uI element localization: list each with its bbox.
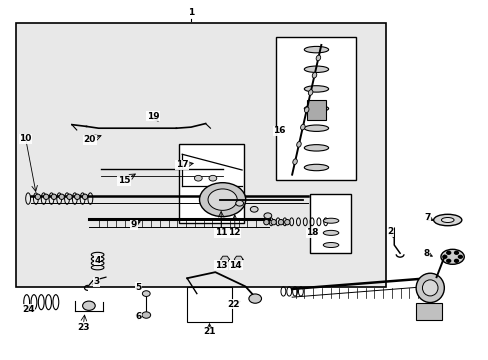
Ellipse shape — [292, 159, 297, 165]
Ellipse shape — [308, 90, 312, 95]
Text: 22: 22 — [227, 300, 240, 309]
Text: 24: 24 — [22, 305, 34, 314]
Text: 8: 8 — [422, 249, 428, 258]
Circle shape — [446, 251, 450, 254]
Text: 1: 1 — [187, 9, 194, 18]
Bar — [276, 37, 356, 180]
Circle shape — [250, 206, 258, 212]
Ellipse shape — [323, 230, 338, 235]
Circle shape — [248, 294, 261, 303]
Ellipse shape — [304, 66, 328, 72]
Ellipse shape — [82, 194, 87, 199]
Text: 13: 13 — [214, 261, 227, 270]
Ellipse shape — [304, 86, 328, 92]
Circle shape — [82, 301, 95, 310]
Ellipse shape — [304, 46, 328, 53]
Bar — [16, 23, 385, 287]
Text: 23: 23 — [77, 323, 89, 332]
Circle shape — [142, 291, 150, 296]
Ellipse shape — [300, 124, 305, 130]
Text: 11: 11 — [214, 228, 227, 237]
Ellipse shape — [440, 249, 463, 264]
Ellipse shape — [304, 145, 328, 151]
Text: 6: 6 — [135, 312, 142, 321]
Circle shape — [446, 260, 450, 262]
Ellipse shape — [67, 194, 72, 199]
Text: 17: 17 — [176, 161, 188, 170]
Bar — [306, 100, 325, 120]
Text: 12: 12 — [228, 228, 241, 237]
Ellipse shape — [441, 217, 453, 222]
Circle shape — [264, 213, 271, 219]
Text: 18: 18 — [305, 228, 318, 237]
Ellipse shape — [43, 194, 49, 199]
Text: 3: 3 — [93, 277, 100, 286]
Text: 5: 5 — [135, 283, 142, 292]
Circle shape — [454, 260, 458, 262]
Ellipse shape — [199, 183, 245, 217]
Text: 14: 14 — [229, 261, 242, 270]
Ellipse shape — [304, 125, 328, 131]
Circle shape — [458, 255, 461, 258]
Ellipse shape — [278, 220, 283, 225]
Ellipse shape — [270, 220, 276, 225]
Polygon shape — [234, 256, 243, 262]
Text: 10: 10 — [20, 134, 32, 143]
Ellipse shape — [263, 220, 268, 225]
Ellipse shape — [59, 194, 64, 199]
Ellipse shape — [304, 107, 308, 113]
Ellipse shape — [35, 194, 41, 199]
Circle shape — [142, 312, 150, 318]
Text: 7: 7 — [423, 213, 429, 222]
Text: 9: 9 — [131, 220, 137, 229]
Circle shape — [454, 251, 458, 254]
Ellipse shape — [316, 55, 320, 61]
Ellipse shape — [74, 194, 80, 199]
Bar — [415, 303, 442, 320]
Circle shape — [208, 175, 216, 181]
Polygon shape — [220, 256, 229, 262]
Text: 16: 16 — [273, 126, 285, 135]
Text: 20: 20 — [83, 135, 96, 144]
Text: 4: 4 — [94, 256, 101, 265]
Ellipse shape — [415, 273, 444, 302]
Text: 19: 19 — [146, 112, 159, 121]
Circle shape — [235, 201, 243, 206]
Ellipse shape — [304, 164, 328, 171]
Ellipse shape — [312, 72, 316, 78]
Ellipse shape — [207, 189, 237, 210]
Ellipse shape — [51, 194, 57, 199]
Ellipse shape — [304, 105, 328, 112]
Bar — [309, 194, 351, 253]
Ellipse shape — [323, 243, 338, 248]
Bar — [187, 287, 231, 322]
Ellipse shape — [284, 220, 289, 225]
Text: 21: 21 — [203, 327, 215, 336]
Text: 2: 2 — [386, 227, 393, 236]
Ellipse shape — [433, 214, 461, 226]
Ellipse shape — [296, 141, 301, 147]
Text: 1: 1 — [187, 8, 194, 17]
Bar — [179, 144, 244, 223]
Text: 15: 15 — [118, 176, 130, 185]
Ellipse shape — [323, 218, 338, 223]
Circle shape — [442, 255, 446, 258]
Circle shape — [194, 175, 202, 181]
Ellipse shape — [422, 280, 437, 296]
